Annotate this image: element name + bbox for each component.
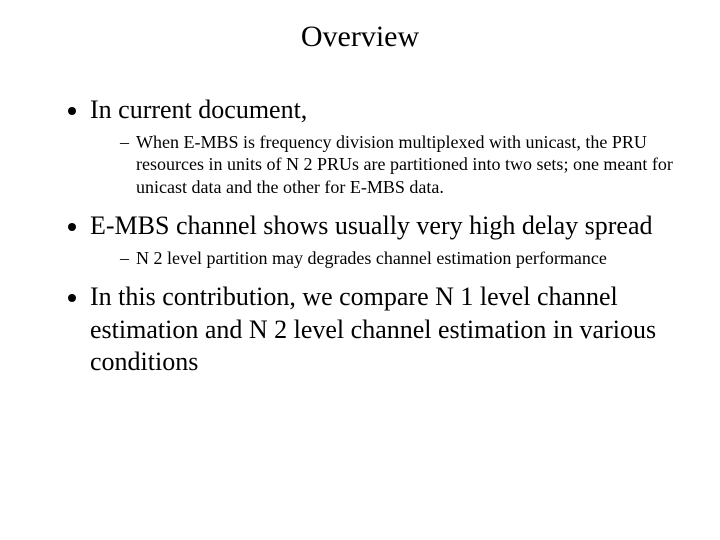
sub-bullet-item: N 2 level partition may degrades channel… <box>120 247 680 270</box>
bullet-item: In this contribution, we compare N 1 lev… <box>90 281 680 379</box>
slide-title: Overview <box>40 20 680 54</box>
bullet-item: In current document, When E-MBS is frequ… <box>90 94 680 198</box>
bullet-text: E-MBS channel shows usually very high de… <box>90 211 653 240</box>
sub-bullet-item: When E-MBS is frequency division multipl… <box>120 131 680 199</box>
bullet-list: In current document, When E-MBS is frequ… <box>40 94 680 379</box>
sub-bullet-list: N 2 level partition may degrades channel… <box>90 247 680 270</box>
sub-bullet-text: N 2 level partition may degrades channel… <box>136 248 607 268</box>
bullet-text: In current document, <box>90 95 307 124</box>
slide: Overview In current document, When E-MBS… <box>0 0 720 540</box>
bullet-text: In this contribution, we compare N 1 lev… <box>90 282 656 376</box>
sub-bullet-list: When E-MBS is frequency division multipl… <box>90 131 680 199</box>
sub-bullet-text: When E-MBS is frequency division multipl… <box>136 132 673 197</box>
bullet-item: E-MBS channel shows usually very high de… <box>90 210 680 269</box>
